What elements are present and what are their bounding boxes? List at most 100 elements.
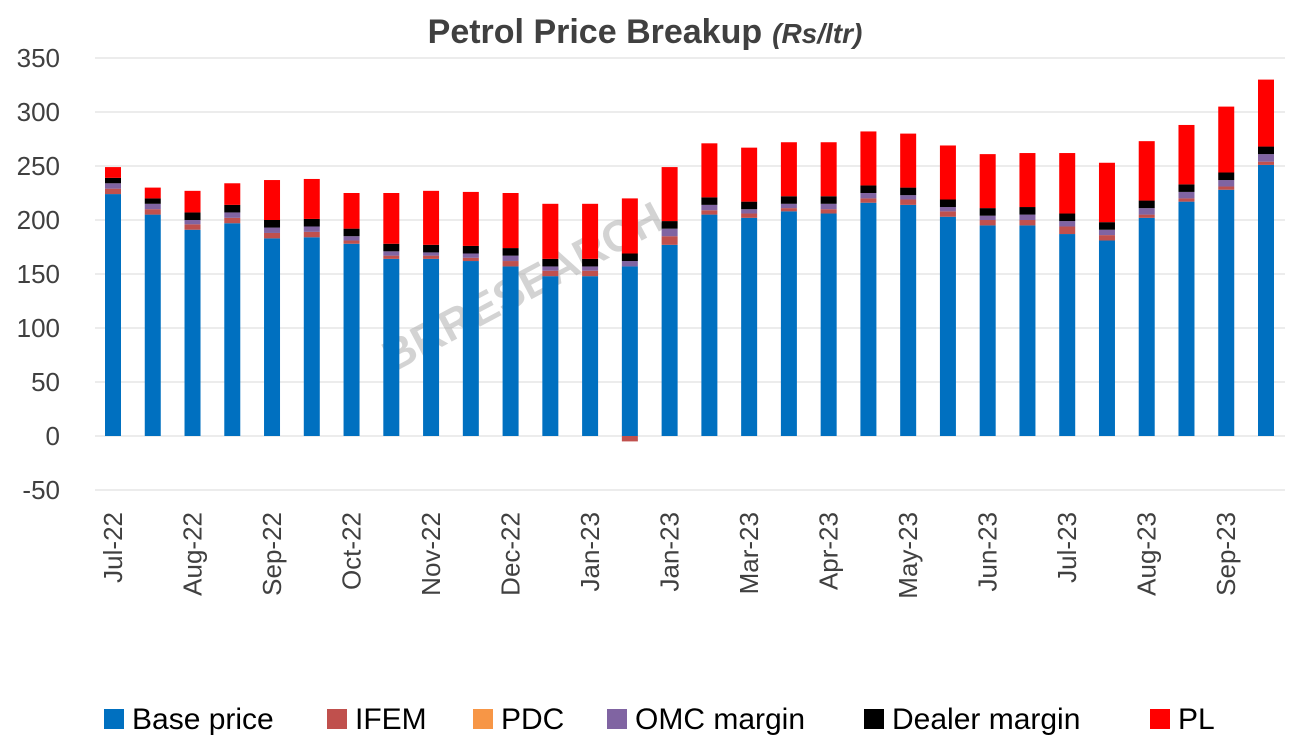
y-tick-label: -50 (22, 475, 60, 505)
bar-base-price (423, 258, 440, 436)
bar-omc-margin (343, 236, 360, 241)
bar-ifem (383, 255, 400, 259)
bar-dealer-margin (820, 196, 837, 204)
bar-base-price (582, 276, 599, 436)
x-tick-label: Mar-23 (734, 512, 764, 594)
bar-pl (383, 193, 400, 244)
bar-omc-margin (303, 226, 320, 232)
bar-ifem (1098, 235, 1115, 241)
chart-title-unit: (Rs/ltr) (772, 18, 862, 49)
bar-base-price (144, 214, 161, 436)
bar-base-price (224, 223, 241, 436)
x-tick-label: Sep-22 (257, 512, 287, 596)
legend-label-dealer-margin: Dealer margin (892, 703, 1080, 736)
bar-ifem (1019, 220, 1036, 226)
x-tick-label: Jun-23 (973, 512, 1003, 592)
bar-base-price (105, 194, 121, 436)
legend-label-pdc: PDC (501, 703, 564, 736)
bar-dealer-margin (1218, 172, 1235, 181)
bar-base-price (1059, 234, 1076, 436)
bar-ifem (939, 211, 956, 217)
bar-dealer-margin (900, 187, 917, 196)
gridlines (95, 57, 1285, 491)
bar-omc-margin (224, 212, 241, 218)
bar-base-price (462, 261, 479, 436)
bar-base-price (264, 238, 281, 436)
bar-ifem (621, 436, 638, 442)
bar-pl (144, 187, 161, 199)
bar-omc-margin (1019, 214, 1036, 220)
bar-dealer-margin (1059, 213, 1076, 222)
legend-swatch-pdc (473, 709, 493, 729)
bar-dealer-margin (303, 218, 320, 227)
legend-label-ifem: IFEM (355, 703, 427, 736)
x-tick-label: Aug-22 (178, 512, 208, 596)
bar-dealer-margin (224, 204, 241, 213)
chart-title: Petrol Price Breakup (Rs/ltr) (428, 13, 863, 51)
bar-base-price (860, 202, 877, 436)
x-tick-label: Jul-23 (1052, 512, 1082, 583)
bar-pl (939, 145, 956, 200)
legend-swatch-omc-margin (607, 709, 627, 729)
bar-dealer-margin (741, 201, 758, 210)
bar-dealer-margin (661, 221, 678, 229)
bar-dealer-margin (780, 196, 797, 204)
bar-omc-margin (105, 183, 121, 189)
bar-dealer-margin (423, 244, 440, 253)
bar-ifem (1258, 161, 1274, 165)
bar-pl (264, 180, 281, 220)
bar-dealer-margin (701, 197, 718, 205)
bar-omc-margin (1258, 154, 1274, 162)
bar-ifem (303, 231, 320, 238)
y-tick-label: 50 (31, 367, 60, 397)
bar-pl (1059, 153, 1076, 214)
x-tick-label: Sep-23 (1211, 512, 1241, 596)
bar-omc-margin (383, 251, 400, 256)
x-tick-label: Aug-23 (1132, 512, 1162, 596)
bar-base-price (343, 243, 360, 436)
bar-ifem (1178, 198, 1195, 202)
y-tick-label: 300 (17, 97, 60, 127)
legend-swatch-dealer-margin (864, 709, 884, 729)
bar-omc-margin (1218, 180, 1235, 187)
bar-ifem (780, 208, 797, 212)
bar-pl (741, 147, 758, 202)
bar-ifem (1138, 214, 1155, 218)
bar-pl (303, 178, 320, 219)
bar-ifem (542, 270, 559, 277)
bar-dealer-margin (1178, 184, 1195, 192)
bar-ifem (820, 209, 837, 214)
bar-ifem (701, 210, 718, 215)
bar-pl (462, 191, 479, 246)
bar-base-price (1258, 164, 1274, 437)
bar-ifem (343, 240, 360, 244)
bar-ifem (224, 217, 241, 224)
bar-pl (582, 203, 599, 259)
y-tick-label: 250 (17, 151, 60, 181)
bar-ifem (462, 257, 479, 262)
bar-dealer-margin (582, 258, 599, 267)
bar-base-price (1019, 225, 1036, 436)
bar-omc-margin (939, 207, 956, 212)
bar-omc-margin (542, 266, 559, 271)
x-tick-label: Jan-23 (575, 512, 605, 592)
x-tick-label: Nov-22 (416, 512, 446, 596)
bar-ifem (661, 236, 678, 245)
bar-pl (502, 193, 519, 249)
bar-omc-margin (701, 204, 718, 211)
legend-label-pl: PL (1178, 703, 1215, 736)
legend-swatch-base-price (104, 709, 124, 729)
y-tick-label: 150 (17, 259, 60, 289)
bar-dealer-margin (144, 198, 161, 204)
y-tick-label: 0 (46, 421, 60, 451)
bar-base-price (303, 237, 320, 436)
bar-pl (224, 183, 241, 205)
bar-omc-margin (264, 227, 281, 233)
x-tick-label: May-23 (893, 512, 923, 599)
bar-dealer-margin (264, 220, 281, 228)
bar-base-price (780, 211, 797, 436)
bar-pl (820, 142, 837, 197)
bar-pl (1098, 162, 1115, 223)
bar-dealer-margin (979, 208, 996, 216)
